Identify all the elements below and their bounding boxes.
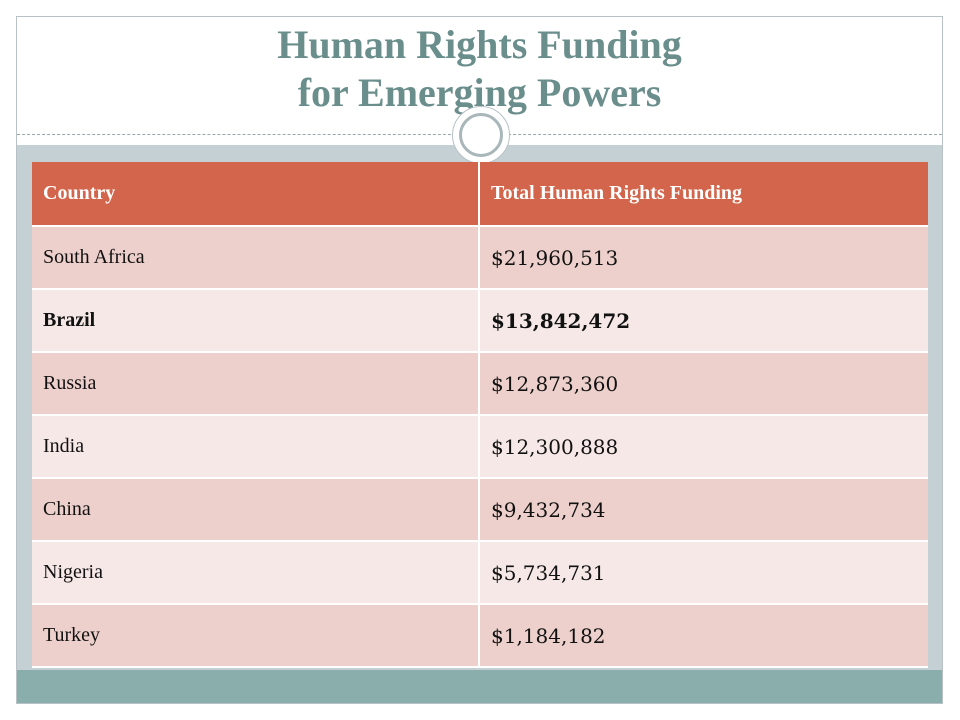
table-header-row: Country Total Human Rights Funding <box>32 162 928 227</box>
footer-band <box>17 670 942 703</box>
funding-cell: $21,960,513 <box>478 226 928 290</box>
funding-cell: $12,873,360 <box>478 352 928 416</box>
country-cell: Russia <box>32 352 479 416</box>
country-cell: China <box>32 478 479 542</box>
slide-frame <box>16 16 943 704</box>
title-line-1: Human Rights Funding <box>277 22 682 67</box>
country-cell: Nigeria <box>32 541 479 605</box>
header-funding: Total Human Rights Funding <box>478 162 928 227</box>
table-row: China $9,432,734 <box>32 478 928 542</box>
table-row: Brazil $13,842,472 <box>32 289 928 353</box>
table-row: Russia $12,873,360 <box>32 352 928 416</box>
header-country: Country <box>32 162 479 227</box>
funding-cell: $12,300,888 <box>478 415 928 479</box>
decorative-ring-icon <box>459 113 503 157</box>
country-cell: Brazil <box>32 289 479 353</box>
table-row: South Africa $21,960,513 <box>32 226 928 290</box>
country-cell: Turkey <box>32 604 479 668</box>
country-cell: India <box>32 415 479 479</box>
funding-table: Country Total Human Rights Funding South… <box>32 162 928 668</box>
slide-title: Human Rights Funding for Emerging Powers <box>17 17 942 117</box>
funding-cell: $9,432,734 <box>478 478 928 542</box>
country-cell: South Africa <box>32 226 479 290</box>
table-row: India $12,300,888 <box>32 415 928 479</box>
funding-cell: $1,184,182 <box>478 604 928 668</box>
table-row: Nigeria $5,734,731 <box>32 541 928 605</box>
funding-cell: $13,842,472 <box>478 289 928 353</box>
table-row: Turkey $1,184,182 <box>32 604 928 668</box>
funding-cell: $5,734,731 <box>478 541 928 605</box>
